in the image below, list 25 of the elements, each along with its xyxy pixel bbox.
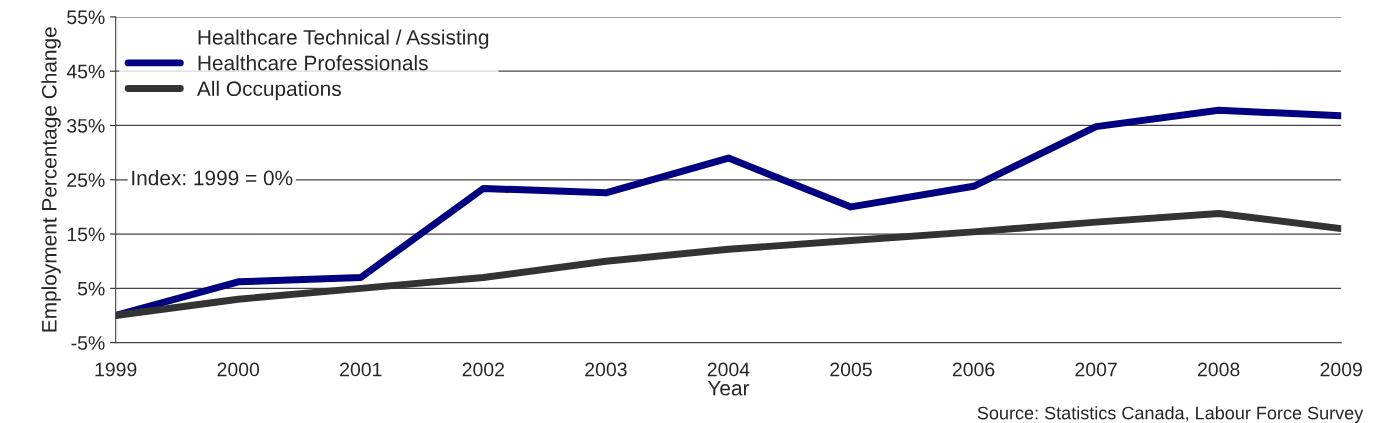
x-tick-label: 2002 <box>462 362 504 377</box>
legend-label: All Occupations <box>196 80 341 101</box>
annotation: Index: 1999 = 0% <box>132 170 293 186</box>
x-tick-label: 2005 <box>830 362 872 377</box>
y-axis-title: Employment Percentage Change <box>41 27 61 332</box>
y-tick-label: 35% <box>67 118 105 133</box>
x-axis-title: Year <box>707 380 750 396</box>
y-tick-label: -5% <box>71 336 105 350</box>
text: Healthcare Technical / Assisting <box>198 29 489 49</box>
x-tick-label: 2001 <box>340 362 382 377</box>
y-tick-label: 25% <box>67 173 105 188</box>
source-note: Source: Statistics Canada, Labour Force Survey <box>977 406 1364 423</box>
x-tick-label: 2000 <box>217 362 260 377</box>
x-tick-label: 2006 <box>952 362 995 377</box>
x-tick-label: 2003 <box>585 362 627 377</box>
y-tick-label: 5% <box>77 281 105 296</box>
x-tick-label: 2004 <box>707 362 750 377</box>
x-tick-label: 1999 <box>95 362 137 377</box>
y-tick-label: 15% <box>67 227 105 242</box>
x-tick-label: 2007 <box>1075 362 1117 377</box>
y-tick-label: 45% <box>66 64 105 79</box>
x-tick-label: 2009 <box>1320 362 1362 377</box>
legend-label: Healthcare Professionals <box>198 55 428 71</box>
y-tick-label: 55% <box>67 10 105 25</box>
x-tick-label: 2008 <box>1198 362 1240 377</box>
